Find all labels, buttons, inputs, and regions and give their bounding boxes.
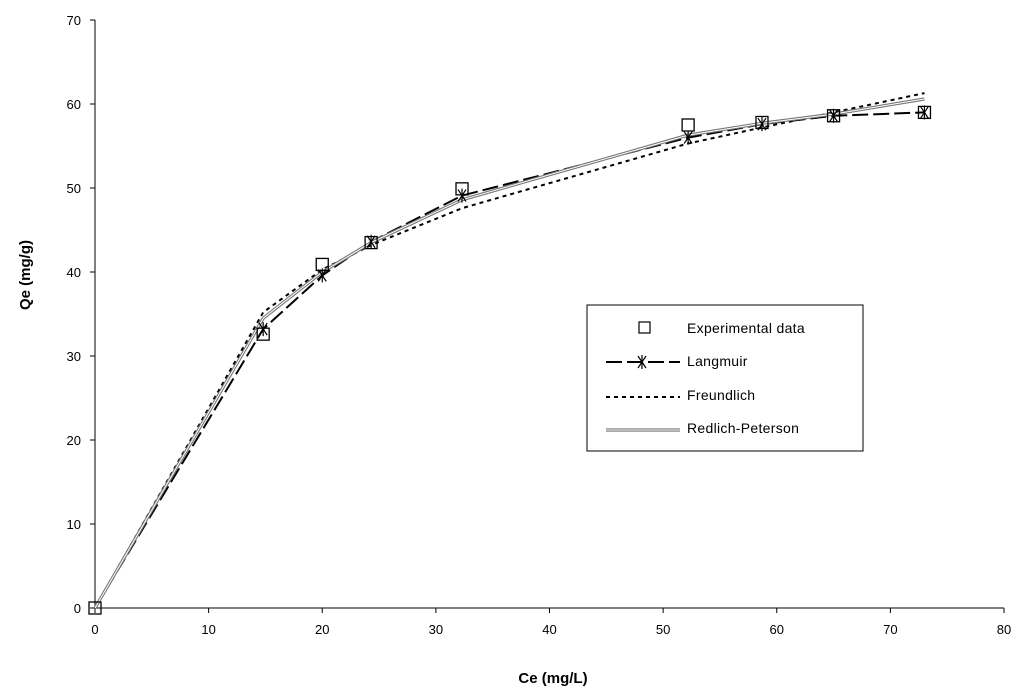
experimental-point xyxy=(455,182,469,196)
langmuir-point xyxy=(457,188,467,203)
legend-box xyxy=(586,304,864,452)
y-tick-label: 40 xyxy=(67,265,81,280)
experimental-point xyxy=(917,105,932,120)
y-tick-label: 0 xyxy=(74,601,81,616)
legend-item-experimental: Experimental data xyxy=(638,320,805,336)
experimental-point xyxy=(755,115,769,130)
x-tick-group: 0 10 20 30 40 50 60 70 80 xyxy=(91,608,1011,637)
y-tick-label: 50 xyxy=(67,181,81,196)
y-tick-group: 0 10 20 30 40 50 60 70 xyxy=(67,13,95,616)
langmuir-point xyxy=(829,108,839,123)
experimental-point xyxy=(88,601,102,615)
legend-label-redlich-peterson: Redlich-Peterson xyxy=(687,420,799,436)
legend: Experimental data Langmuir Freundlich Re… xyxy=(586,304,864,452)
legend-square-marker xyxy=(638,321,651,334)
langmuir-point xyxy=(683,130,693,145)
y-tick-label: 20 xyxy=(67,433,81,448)
x-tick-label: 60 xyxy=(770,622,784,637)
x-tick-label: 70 xyxy=(883,622,897,637)
x-tick-label: 30 xyxy=(429,622,443,637)
series-group xyxy=(88,92,932,615)
experimental-point xyxy=(256,327,270,341)
langmuir-point xyxy=(919,105,929,120)
experimental-point xyxy=(826,109,841,123)
experimental-point xyxy=(364,235,378,250)
langmuir-point xyxy=(258,322,268,337)
x-tick-label: 0 xyxy=(91,622,98,637)
legend-label-freundlich: Freundlich xyxy=(687,387,755,403)
legend-label-experimental: Experimental data xyxy=(687,320,805,336)
legend-label-langmuir: Langmuir xyxy=(687,353,748,369)
y-axis: 0 10 20 30 40 50 60 70 xyxy=(67,13,96,616)
legend-item-freundlich: Freundlich xyxy=(606,387,755,403)
x-tick-label: 20 xyxy=(315,622,329,637)
x-axis-title: Ce (mg/L) xyxy=(518,670,587,687)
x-axis: 0 10 20 30 40 50 60 70 80 xyxy=(91,607,1011,637)
x-tick-label: 40 xyxy=(542,622,556,637)
y-tick-label: 10 xyxy=(67,517,81,532)
y-tick-label: 70 xyxy=(67,13,81,28)
x-tick-label: 10 xyxy=(201,622,215,637)
legend-asterisk-marker xyxy=(637,355,647,369)
experimental-point xyxy=(681,118,695,132)
x-tick-label: 50 xyxy=(656,622,670,637)
experimental-point xyxy=(315,257,329,272)
y-axis-title: Qe (mg/g) xyxy=(17,240,34,310)
y-tick-label: 60 xyxy=(67,97,81,112)
legend-item-redlich-peterson: Redlich-Peterson xyxy=(606,420,799,436)
legend-item-langmuir: Langmuir xyxy=(606,353,748,369)
x-tick-label: 80 xyxy=(997,622,1011,637)
y-tick-label: 30 xyxy=(67,349,81,364)
